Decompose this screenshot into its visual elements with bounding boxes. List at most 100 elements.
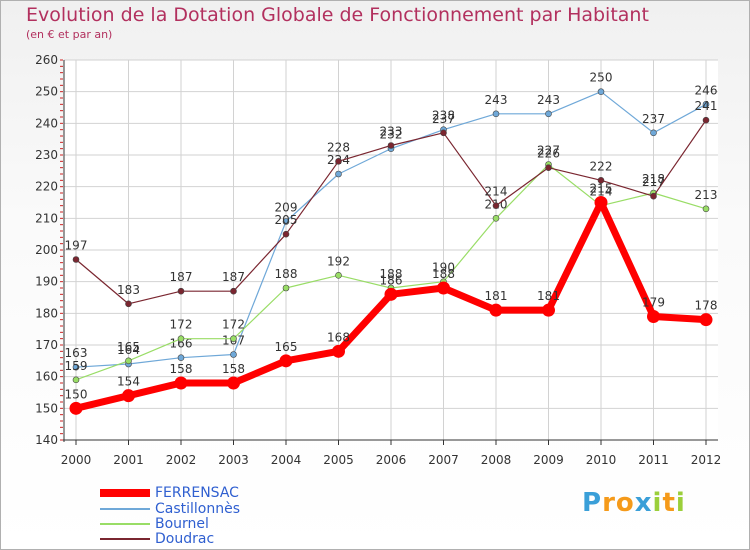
data-label: 154 [117,375,140,389]
logo-letter: t [662,488,676,518]
data-point [335,272,342,279]
data-label: 243 [485,93,508,107]
data-point [542,303,555,317]
data-point [122,389,135,403]
data-point [702,101,710,108]
y-tick-label: 220 [35,180,58,194]
data-label: 217 [642,175,665,189]
y-tick-label: 210 [35,211,58,225]
data-point [597,177,605,184]
data-point [230,335,237,342]
logo-letter: i [652,488,663,518]
data-point [545,110,552,118]
y-tick-label: 250 [35,85,58,99]
data-label: 243 [537,93,560,107]
legend-item: FERRENSAC [100,486,239,500]
y-tick-label: 140 [35,433,58,447]
data-label: 226 [537,147,560,161]
data-label: 227 [537,144,560,158]
data-label: 158 [222,362,245,376]
y-tick-label: 170 [35,338,58,352]
data-point [279,354,293,368]
legend-item: Doudrac [100,532,214,546]
data-point [702,205,710,213]
data-label: 186 [380,273,403,287]
logo-letter: i [675,488,686,518]
x-tick-label: 2003 [218,453,249,467]
data-point [492,202,500,209]
y-tick-label: 190 [35,275,58,289]
data-point [72,256,80,263]
legend-swatch [100,538,150,540]
data-point [227,376,240,390]
data-label: 187 [170,270,193,284]
data-label: 241 [695,99,718,113]
logo-letter: x [634,488,653,518]
data-label: 218 [642,172,665,186]
data-point [72,363,80,371]
y-tick-label: 240 [35,116,58,130]
data-point [647,310,660,323]
x-tick-label: 2010 [586,453,617,467]
chart-title: Evolution de la Dotation Globale de Fonc… [26,4,649,26]
x-tick-label: 2000 [61,453,92,467]
data-label: 178 [695,299,718,313]
data-point [125,300,132,308]
data-point [69,401,83,415]
data-point [492,215,500,222]
y-tick-label: 230 [35,148,58,162]
data-label: 215 [590,182,613,196]
legend-item: Bournel [100,517,209,531]
data-point [177,335,185,342]
data-label: 168 [327,330,350,344]
data-point [702,116,710,124]
x-tick-label: 2002 [166,453,197,467]
data-label: 213 [695,188,718,202]
legend-label: FERRENSAC [155,485,239,501]
data-label: 237 [642,112,665,126]
data-label: 228 [327,140,350,154]
data-label: 159 [65,359,88,373]
data-point [335,158,342,165]
data-point [489,303,503,317]
logo-letter: P [582,488,603,518]
legend-item: Castillonnès [100,502,240,516]
legend-swatch [100,508,150,510]
data-label: 238 [432,109,455,123]
data-label: 197 [65,239,88,253]
data-point [72,376,80,384]
data-label: 183 [117,283,140,297]
data-label: 232 [380,128,403,142]
data-label: 214 [485,185,508,199]
x-tick-label: 2011 [638,453,669,467]
data-point [545,164,552,171]
data-point [177,354,185,361]
data-label: 179 [642,296,665,310]
x-tick-label: 2004 [271,453,302,467]
data-point [332,344,345,358]
y-tick-label: 260 [35,53,58,67]
x-tick-label: 2001 [113,453,144,467]
data-label: 214 [590,185,613,199]
data-point [174,376,188,390]
data-point [282,218,290,225]
legend-swatch [100,489,150,497]
y-tick-label: 180 [35,306,58,320]
data-label: 205 [275,213,298,227]
data-label: 163 [65,346,88,360]
data-label: 209 [275,201,298,215]
legend-swatch [100,523,150,525]
data-label: 165 [275,340,298,354]
data-label: 188 [275,267,298,281]
y-tick-label: 160 [35,370,58,384]
data-label: 188 [380,267,403,281]
data-point [230,287,237,295]
data-label: 246 [695,83,718,97]
chart-subtitle: (en € et par an) [26,28,113,41]
data-point [282,230,290,238]
data-label: 190 [432,261,455,275]
data-point [125,357,132,365]
x-tick-label: 2006 [376,453,407,467]
data-label: 188 [432,267,455,281]
legend-label: Doudrac [155,531,215,547]
